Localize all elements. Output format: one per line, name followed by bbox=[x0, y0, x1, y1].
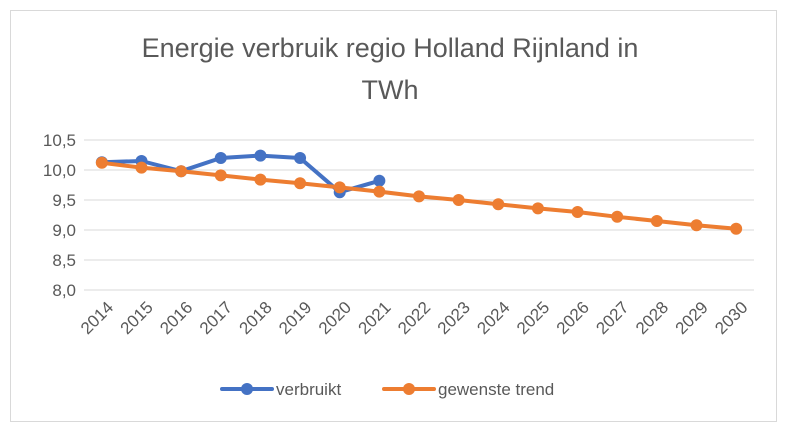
chart-title: Energie verbruik regio Holland Rijnland … bbox=[142, 33, 639, 105]
data-point bbox=[452, 194, 465, 206]
y-axis-tick-labels: 8,0 8,5 9,0 9,5 10,0 10,5 bbox=[43, 131, 76, 300]
x-tick-label: 2018 bbox=[236, 298, 276, 338]
x-tick-label: 2020 bbox=[315, 298, 355, 338]
y-tick-label: 8,5 bbox=[52, 251, 76, 270]
data-point bbox=[413, 190, 425, 203]
y-tick-label: 10,5 bbox=[43, 131, 76, 150]
x-tick-label: 2024 bbox=[473, 298, 513, 338]
x-tick-label: 2030 bbox=[711, 298, 751, 338]
data-point bbox=[492, 198, 505, 211]
data-point bbox=[294, 152, 307, 164]
x-tick-label: 2016 bbox=[156, 298, 196, 338]
data-point bbox=[650, 215, 663, 227]
chart-title-line-2: TWh bbox=[362, 75, 419, 105]
data-point bbox=[333, 181, 346, 194]
data-point bbox=[531, 202, 544, 215]
data-point bbox=[175, 165, 188, 178]
legend-label: gewenste trend bbox=[438, 380, 554, 399]
legend-item: verbruikt bbox=[220, 380, 341, 399]
x-tick-label: 2019 bbox=[275, 298, 315, 338]
x-tick-label: 2026 bbox=[553, 298, 593, 338]
data-point bbox=[571, 206, 584, 218]
legend-swatch-marker bbox=[241, 383, 253, 395]
data-point bbox=[690, 219, 703, 232]
series-group bbox=[95, 149, 743, 235]
x-tick-label: 2027 bbox=[592, 298, 632, 338]
data-point bbox=[214, 169, 227, 182]
chart-frame bbox=[10, 10, 777, 422]
x-tick-label: 2014 bbox=[77, 298, 117, 338]
legend-item: gewenste trend bbox=[382, 380, 554, 399]
x-axis-tick-labels: 2014 2015 2016 2017 2018 2019 2020 2021 2022 2023… bbox=[77, 298, 752, 338]
chart-title-line-1: Energie verbruik regio Holland Rijnland … bbox=[142, 33, 639, 63]
x-tick-label: 2028 bbox=[632, 298, 672, 338]
legend-swatch-marker bbox=[403, 383, 415, 395]
series-gewenste-trend bbox=[95, 156, 743, 235]
data-point bbox=[95, 156, 108, 169]
y-tick-label: 8,0 bbox=[52, 281, 76, 300]
legend-label: verbruikt bbox=[276, 380, 341, 399]
y-tick-label: 9,5 bbox=[52, 191, 76, 210]
x-tick-label: 2029 bbox=[672, 298, 712, 338]
x-tick-label: 2017 bbox=[196, 298, 236, 338]
x-tick-label: 2022 bbox=[394, 298, 434, 338]
data-point bbox=[611, 210, 624, 223]
data-point bbox=[373, 174, 386, 187]
x-tick-label: 2025 bbox=[513, 298, 553, 338]
y-tick-label: 9,0 bbox=[52, 221, 76, 240]
x-tick-label: 2021 bbox=[354, 298, 394, 338]
y-tick-label: 10,0 bbox=[43, 161, 76, 180]
data-point bbox=[135, 161, 148, 174]
gridlines bbox=[84, 139, 754, 291]
x-tick-label: 2023 bbox=[434, 298, 474, 338]
data-point bbox=[730, 222, 743, 235]
x-tick-label: 2015 bbox=[117, 298, 157, 338]
data-point bbox=[254, 173, 267, 186]
legend: verbruikt gewenste trend bbox=[220, 380, 554, 399]
data-point bbox=[373, 185, 386, 198]
data-point bbox=[294, 177, 307, 190]
data-point bbox=[214, 152, 227, 164]
data-point bbox=[254, 149, 267, 162]
